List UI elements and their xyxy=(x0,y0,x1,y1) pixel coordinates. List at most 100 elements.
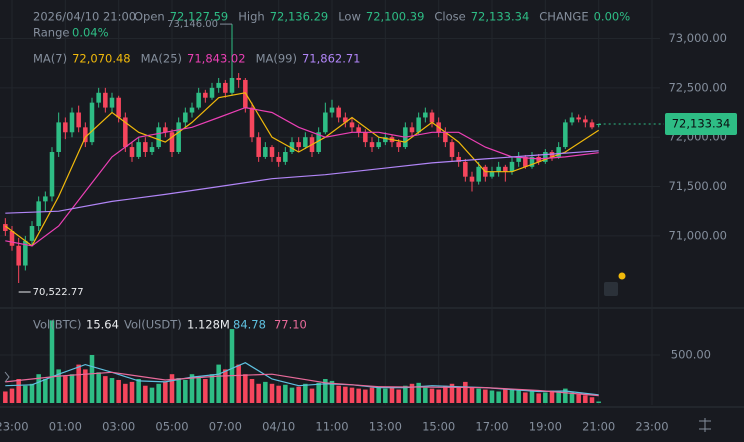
range-value: 0.04% xyxy=(72,26,109,40)
settings-icon[interactable] xyxy=(604,282,618,296)
volume-bar xyxy=(343,386,348,403)
volume-bar xyxy=(516,390,521,403)
volume-bar xyxy=(49,320,55,403)
candle-body xyxy=(409,127,415,133)
axis-icon[interactable] xyxy=(699,418,711,432)
volume-bar xyxy=(529,391,535,403)
volume-bar xyxy=(449,383,455,403)
x-tick-label: 19:00 xyxy=(529,420,562,434)
candle-body xyxy=(83,127,88,143)
x-tick-label: 05:00 xyxy=(155,420,188,434)
volume-bar xyxy=(203,379,208,403)
candle-body xyxy=(256,137,261,157)
candle-body xyxy=(43,196,48,202)
volume-bar xyxy=(216,364,221,403)
candle-body xyxy=(296,142,301,148)
price-tag-label: 72,133.34 xyxy=(672,117,731,131)
volume-bar xyxy=(63,376,68,403)
volume-bar xyxy=(116,379,121,403)
volume-bar xyxy=(89,355,95,403)
volume-bar xyxy=(363,389,368,403)
header-field-label: CHANGE xyxy=(539,10,588,24)
volume-bar xyxy=(156,383,161,403)
volume-bar xyxy=(229,329,235,403)
volume-bar xyxy=(549,390,555,403)
volume-bar xyxy=(103,376,108,403)
volume-bar xyxy=(16,379,21,403)
y-tick-label: 73,000.00 xyxy=(668,31,727,45)
volume-bar xyxy=(96,372,101,403)
volume-bar xyxy=(3,391,8,403)
candle-body xyxy=(563,122,568,148)
volume-bar xyxy=(69,374,75,403)
volume-bar xyxy=(296,386,301,403)
volume-bar xyxy=(443,385,448,403)
volume-bar xyxy=(489,390,495,403)
header-field-value: 0.00% xyxy=(594,10,631,24)
volume-bar xyxy=(356,388,361,403)
grid xyxy=(0,0,660,405)
candle-body xyxy=(516,156,521,162)
candle-body xyxy=(103,92,108,108)
candle-body xyxy=(589,122,595,128)
y-tick-label: 72,500.00 xyxy=(668,80,727,94)
candle-body xyxy=(443,132,448,143)
volume-bar xyxy=(389,387,395,403)
volume-bar xyxy=(9,388,15,403)
ma-line xyxy=(4,92,600,247)
volume-bar xyxy=(176,378,181,403)
candle-body xyxy=(323,112,328,133)
candle-body xyxy=(129,147,135,157)
candle-body xyxy=(543,152,548,162)
candle-body xyxy=(49,152,55,197)
labels: 2026/04/10 21:00 Range 0.04% Vol(BTC) 15… xyxy=(0,10,737,434)
candle-body xyxy=(116,97,121,118)
volume-bar xyxy=(336,385,341,403)
expand-icon[interactable] xyxy=(4,371,10,383)
candle-body xyxy=(289,142,295,153)
price-tag xyxy=(665,113,737,136)
candle-body xyxy=(89,102,95,143)
x-tick-label: 23:00 xyxy=(635,420,668,434)
volume-bar xyxy=(556,391,561,403)
candle-body xyxy=(69,112,75,133)
volume-bar xyxy=(536,393,541,403)
high-label: 73,146.00 xyxy=(167,19,218,30)
volume-bar xyxy=(503,388,508,403)
volume-bar xyxy=(309,388,315,403)
candle-body xyxy=(329,107,335,113)
candle-body xyxy=(16,245,21,266)
volume-bar xyxy=(129,381,135,403)
header-field-value: 72,100.39 xyxy=(366,10,425,24)
header-field-label: Close xyxy=(434,10,465,24)
legend-value: 71,862.71 xyxy=(302,52,361,66)
volume-bar xyxy=(469,387,475,403)
candle-body xyxy=(183,112,188,123)
volume-bar xyxy=(583,395,588,403)
volume-bar xyxy=(396,389,401,403)
candle-body xyxy=(416,117,421,133)
candle-body xyxy=(96,92,101,103)
candle-body xyxy=(383,137,388,143)
volume-bar xyxy=(149,387,155,403)
header-date: 2026/04/10 21:00 xyxy=(33,10,136,24)
volume-bar xyxy=(416,382,421,403)
candle-body xyxy=(236,77,241,80)
candle-body xyxy=(149,147,155,153)
volume-bar xyxy=(483,389,488,403)
x-tick-label: 13:00 xyxy=(369,420,402,434)
candle-body xyxy=(449,142,455,157)
x-tick-label: 11:00 xyxy=(315,420,348,434)
volume-bar xyxy=(23,385,28,403)
candle-body xyxy=(363,132,368,143)
ma-line xyxy=(5,106,599,247)
volume-bar xyxy=(269,383,275,403)
volume-bar xyxy=(76,364,81,403)
candle-body xyxy=(123,117,128,148)
volume-label: Vol(BTC) xyxy=(33,318,81,332)
candle-body xyxy=(283,152,288,162)
ma-line xyxy=(5,371,599,397)
